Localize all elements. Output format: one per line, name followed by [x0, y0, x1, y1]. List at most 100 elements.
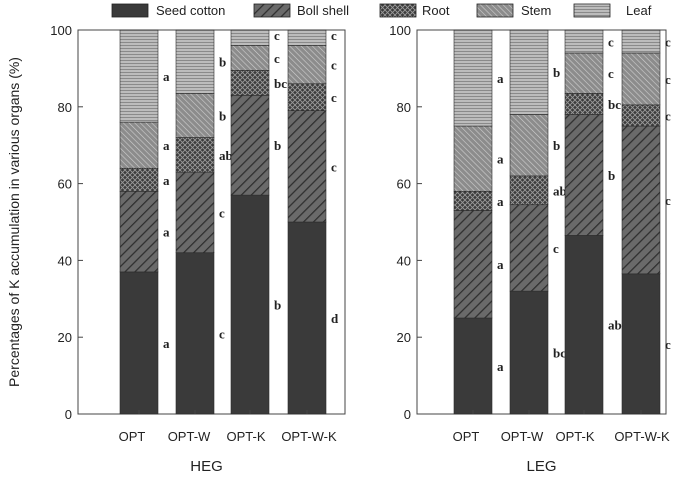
bar-segment-root-opt-k [230, 70, 270, 96]
significance-letter-seed-cotton-opt: a [497, 359, 504, 374]
significance-letter-stem-opt-k: c [274, 51, 280, 66]
bar-segment-stem-opt-k [564, 52, 604, 94]
y-tick-label: 40 [397, 253, 411, 268]
legend-item-leaf: Leaf [573, 3, 652, 18]
bar-segment-stem-opt-w-k [621, 52, 661, 106]
bar-segment-leaf-opt-w-k [621, 29, 661, 54]
x-axis-title-heg: HEG [190, 458, 223, 475]
y-tick-label: 60 [58, 177, 72, 192]
bar-segment-root-opt [453, 190, 493, 211]
bar-segment-leaf-opt-k [230, 29, 270, 46]
bar-segment-root-opt-w [175, 137, 215, 173]
bar-segment-seed-cotton-opt-w-k [621, 273, 661, 415]
bar-segment-leaf-opt [453, 29, 493, 127]
bar-segment-leaf-opt-k [564, 29, 604, 54]
x-tick-label-opt-k: OPT-K [226, 429, 265, 444]
significance-letter-root-opt-w-k: c [331, 90, 337, 105]
significance-letter-root-opt-w-k: c [665, 108, 671, 123]
significance-letter-leaf-opt: a [163, 69, 170, 84]
significance-letter-boll-shell-opt-k: b [274, 138, 281, 153]
significance-letter-leaf-opt-w: b [553, 65, 560, 80]
significance-letter-seed-cotton-opt-w-k: c [665, 337, 671, 352]
significance-letter-leaf-opt-k: c [274, 28, 280, 43]
x-tick-label-opt-w: OPT-W [501, 429, 544, 444]
x-axis-title-leg: LEG [526, 458, 556, 475]
chart-panels: 020406080100aaaaaOPTccabbbOPT-WbbbcccOPT… [50, 23, 671, 475]
bar-segment-seed-cotton-opt-w-k [287, 221, 327, 415]
legend-swatch-boll-shell [253, 3, 291, 18]
bar-segment-boll-shell-opt-w [175, 171, 215, 254]
bar-segment-stem-opt-w [509, 114, 549, 177]
bar-segment-leaf-opt-w [509, 29, 549, 115]
significance-letter-stem-opt-w-k: c [331, 58, 337, 73]
legend-swatch-stem [476, 3, 514, 18]
legend-item-root: Root [379, 3, 450, 18]
y-tick-label: 100 [389, 23, 411, 38]
significance-letter-root-opt: a [497, 194, 504, 209]
bar-segment-seed-cotton-opt [119, 271, 159, 415]
significance-letter-leaf-opt: a [497, 71, 504, 86]
x-tick-label-opt-w-k: OPT-W-K [614, 429, 670, 444]
significance-letter-leaf-opt-k: c [608, 35, 614, 50]
significance-letter-seed-cotton-opt-w: c [219, 326, 225, 341]
bar-segment-stem-opt-w-k [287, 45, 327, 85]
y-tick-label: 80 [58, 100, 72, 115]
significance-letter-boll-shell-opt-w: c [553, 241, 559, 256]
bar-segment-stem-opt-w [175, 93, 215, 138]
bar-segment-leaf-opt-w [175, 29, 215, 94]
legend: Seed cotton Boll shell Root Stem Leaf [111, 3, 652, 18]
x-tick-label-opt-w: OPT-W [168, 429, 211, 444]
panel-heg: 020406080100aaaaaOPTccabbbOPT-WbbbcccOPT… [50, 23, 346, 475]
y-tick-label: 40 [58, 253, 72, 268]
bar-segment-boll-shell-opt-w-k [621, 125, 661, 275]
y-tick-label: 100 [50, 23, 72, 38]
bar-segment-boll-shell-opt [119, 190, 159, 273]
bar-segment-stem-opt [119, 121, 159, 169]
bar-segment-boll-shell-opt-k [564, 114, 604, 236]
x-tick-label-opt-w-k: OPT-W-K [281, 429, 337, 444]
x-tick-label-opt: OPT [453, 429, 480, 444]
significance-letter-root-opt: a [163, 173, 170, 188]
significance-letter-stem-opt-w-k: c [665, 72, 671, 87]
legend-label-boll-shell: Boll shell [297, 3, 349, 18]
bar-segment-boll-shell-opt-k [230, 94, 270, 196]
significance-letter-stem-opt-w: b [219, 108, 226, 123]
significance-letter-root-opt-w: ab [553, 183, 567, 198]
legend-item-boll-shell: Boll shell [253, 3, 349, 18]
y-tick-label: 20 [397, 330, 411, 345]
bar-segment-seed-cotton-opt-k [230, 194, 270, 415]
significance-letter-seed-cotton-opt-k: b [274, 298, 281, 313]
bar-segment-seed-cotton-opt-w [175, 252, 215, 415]
bar-segment-stem-opt [453, 125, 493, 192]
y-tick-label: 60 [397, 177, 411, 192]
panel-leg: 0 20 40 60 80 100 a a a a a OPT bc c ab b b OPT-W ab b bc c c O… [389, 23, 671, 475]
legend-label-leaf: Leaf [626, 3, 652, 18]
x-tick-label-opt: OPT [119, 429, 146, 444]
significance-letter-boll-shell-opt-k: b [608, 168, 615, 183]
bar-segment-root-opt-w [509, 175, 549, 206]
significance-letter-root-opt-w: ab [219, 148, 233, 163]
significance-letter-root-opt-k: bc [608, 97, 621, 112]
significance-letter-seed-cotton-opt-k: ab [608, 318, 622, 333]
bar-segment-seed-cotton-opt-k [564, 235, 604, 415]
bar-segment-root-opt [119, 167, 159, 192]
significance-letter-seed-cotton-opt: a [163, 336, 170, 351]
y-tick-label: 80 [397, 100, 411, 115]
significance-letter-leaf-opt-w-k: c [665, 35, 671, 50]
significance-letter-seed-cotton-opt-w-k: d [331, 311, 339, 326]
legend-label-root: Root [422, 3, 450, 18]
bar-segment-leaf-opt-w-k [287, 29, 327, 46]
bar-segment-root-opt-w-k [621, 104, 661, 127]
bar-segment-leaf-opt [119, 29, 159, 123]
significance-letter-leaf-opt-w-k: c [331, 28, 337, 43]
bar-segment-root-opt-w-k [287, 83, 327, 111]
y-axis-title: Percentages of K accumulation in various… [6, 57, 22, 387]
bar-segment-root-opt-k [564, 93, 604, 115]
legend-item-seed-cotton: Seed cotton [111, 3, 225, 18]
significance-letter-stem-opt-k: c [608, 66, 614, 81]
bar-segment-boll-shell-opt [453, 210, 493, 319]
significance-letter-boll-shell-opt-w-k: c [665, 193, 671, 208]
bar-segment-seed-cotton-opt-w [509, 290, 549, 415]
